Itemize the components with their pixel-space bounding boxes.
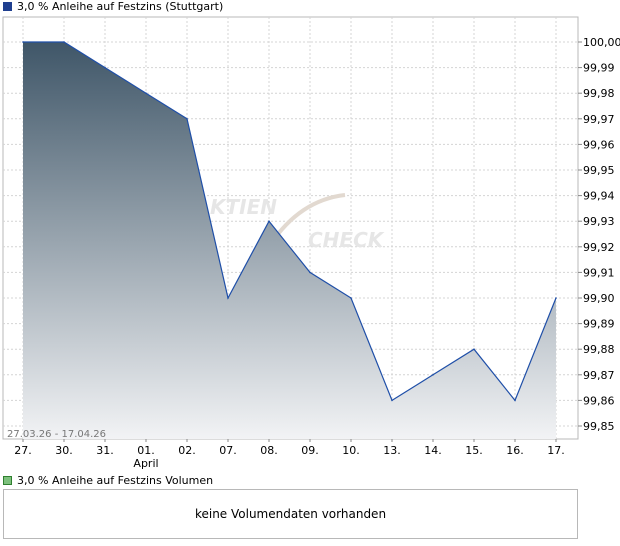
x-tick-label: 15. — [465, 444, 483, 457]
x-tick-sublabel: April — [133, 457, 158, 470]
data-point — [104, 66, 106, 69]
x-tick-label: 13. — [383, 444, 401, 457]
y-tick-label: 99,95 — [583, 164, 615, 177]
price-legend-swatch — [3, 2, 12, 11]
data-point — [145, 92, 147, 94]
x-axis-labels: 27. 30. 31. 01.April 02. 07. 08. 09. 10. 13. 14. 15… — [14, 439, 565, 470]
y-tick-label: 99,94 — [583, 190, 615, 203]
y-tick-label: 99,92 — [583, 241, 615, 254]
y-tick-label: 99,85 — [583, 420, 615, 433]
watermark-text-top: KTIEN — [210, 195, 277, 219]
y-axis-labels: 100,00 99,99 99,98 99,97 99,96 99,95 99,94 99,9… — [583, 36, 620, 433]
data-point — [555, 297, 557, 299]
grid — [3, 17, 582, 439]
y-tick-label: 99,86 — [583, 394, 615, 407]
y-tick-label: 99,91 — [583, 266, 615, 279]
x-tick-label: 27. — [14, 444, 32, 457]
data-point — [514, 399, 516, 402]
x-tick-label: 10. — [342, 444, 360, 457]
date-range-label: 27.03.26 - 17.04.26 — [7, 429, 106, 440]
price-legend: 3,0 % Anleihe auf Festzins (Stuttgart) — [3, 0, 223, 13]
x-tick-label: 09. — [301, 444, 319, 457]
x-tick-label: 14. — [424, 444, 442, 457]
x-tick-label: 16. — [506, 444, 524, 457]
data-point — [186, 118, 188, 120]
data-point — [473, 348, 475, 351]
y-tick-label: 99,98 — [583, 87, 615, 100]
volume-empty-message: keine Volumendaten vorhanden — [194, 507, 387, 521]
data-point — [350, 297, 352, 299]
data-point — [227, 297, 229, 299]
y-tick-label: 99,93 — [583, 215, 615, 228]
y-tick-label: 99,89 — [583, 318, 615, 331]
x-tick-label: 30. — [55, 444, 73, 457]
data-point — [391, 399, 393, 402]
data-point — [268, 220, 270, 222]
data-point — [309, 271, 311, 274]
x-tick-label: 31. — [96, 444, 114, 457]
y-tick-label: 99,90 — [583, 292, 615, 305]
data-points — [22, 41, 557, 402]
x-tick-label: 08. — [260, 444, 278, 457]
price-line — [23, 41, 557, 402]
x-tick-label: 02. — [178, 444, 196, 457]
data-point — [22, 41, 24, 43]
price-legend-label: 3,0 % Anleihe auf Festzins (Stuttgart) — [17, 0, 224, 13]
y-tick-label: 99,97 — [583, 113, 615, 126]
data-point — [432, 374, 434, 376]
y-tick-label: 99,99 — [583, 62, 615, 75]
price-chart: KTIEN CHECK 100,00 99,99 99,98 99,97 99,96 99,… — [2, 16, 620, 470]
y-tick-label: 99,87 — [583, 369, 615, 382]
y-tick-label: 99,88 — [583, 343, 615, 356]
price-area — [23, 42, 556, 439]
watermark-text-bottom: CHECK — [308, 228, 385, 252]
watermark: KTIEN CHECK — [210, 193, 385, 252]
volume-legend: 3,0 % Anleihe auf Festzins Volumen — [3, 474, 213, 487]
volume-legend-label: 3,0 % Anleihe auf Festzins Volumen — [17, 474, 214, 487]
x-tick-label: 07. — [219, 444, 237, 457]
data-point — [63, 41, 65, 43]
y-tick-label: 100,00 — [583, 36, 620, 49]
y-tick-label: 99,96 — [583, 138, 615, 151]
volume-legend-swatch — [3, 476, 12, 485]
volume-panel: keine Volumendaten vorhanden — [3, 489, 578, 539]
x-tick-label: 01. — [137, 444, 155, 457]
x-tick-label: 17. — [547, 444, 565, 457]
